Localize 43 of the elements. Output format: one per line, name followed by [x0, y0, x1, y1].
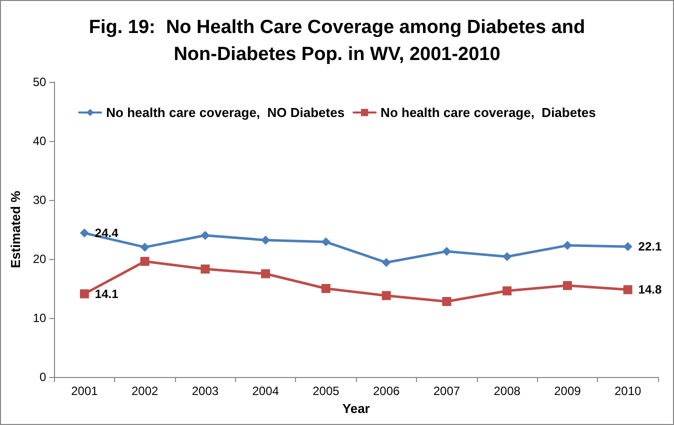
x-tick-label: 2006	[372, 384, 400, 398]
x-tick-label: 2007	[433, 384, 460, 398]
data-label: 22.1	[638, 240, 662, 254]
point	[562, 240, 572, 250]
x-tick-label: 2005	[312, 384, 340, 398]
legend-label: No health care coverage, Diabetes	[380, 105, 596, 120]
x-tick-label: 2008	[494, 384, 521, 398]
y-axis-title: Estimated %	[8, 190, 23, 268]
point	[442, 296, 452, 306]
y-tick-label: 30	[32, 193, 47, 207]
chart-title: Fig. 19: No Health Care Coverage among Diabetes and Non-Diabetes Pop. in WV, 2001-2010	[88, 17, 586, 65]
x-tick-label: 2004	[252, 384, 280, 398]
x-tick-label: 2002	[131, 384, 158, 398]
point	[442, 246, 452, 256]
legend-label: No health care coverage, NO Diabetes	[106, 105, 345, 120]
x-tick-label: 2003	[192, 384, 219, 398]
y-tick-label: 10	[32, 311, 47, 325]
x-tick-label: 2001	[71, 384, 98, 398]
y-tick-label: 40	[32, 134, 47, 148]
x-tick-label: 2010	[614, 384, 642, 398]
point	[140, 242, 150, 252]
point	[80, 228, 89, 238]
y-tick-label: 0	[40, 370, 47, 384]
point	[502, 286, 512, 296]
point	[321, 284, 330, 293]
data-label: 14.1	[94, 286, 119, 301]
data-label: 14.8	[638, 282, 662, 297]
x-tick-label: 2009	[554, 384, 582, 398]
y-tick-label: 50	[32, 75, 47, 89]
point	[382, 291, 391, 300]
point	[623, 285, 632, 294]
y-tick-label: 20	[32, 252, 47, 266]
point	[623, 242, 632, 252]
point	[80, 289, 89, 298]
point	[200, 264, 210, 274]
point	[261, 269, 270, 278]
point	[140, 256, 150, 266]
point	[502, 252, 512, 262]
point	[200, 230, 210, 240]
x-axis-title: Year	[342, 400, 370, 416]
data-label: 24.4	[94, 226, 119, 240]
point	[562, 281, 572, 290]
point	[382, 258, 391, 268]
